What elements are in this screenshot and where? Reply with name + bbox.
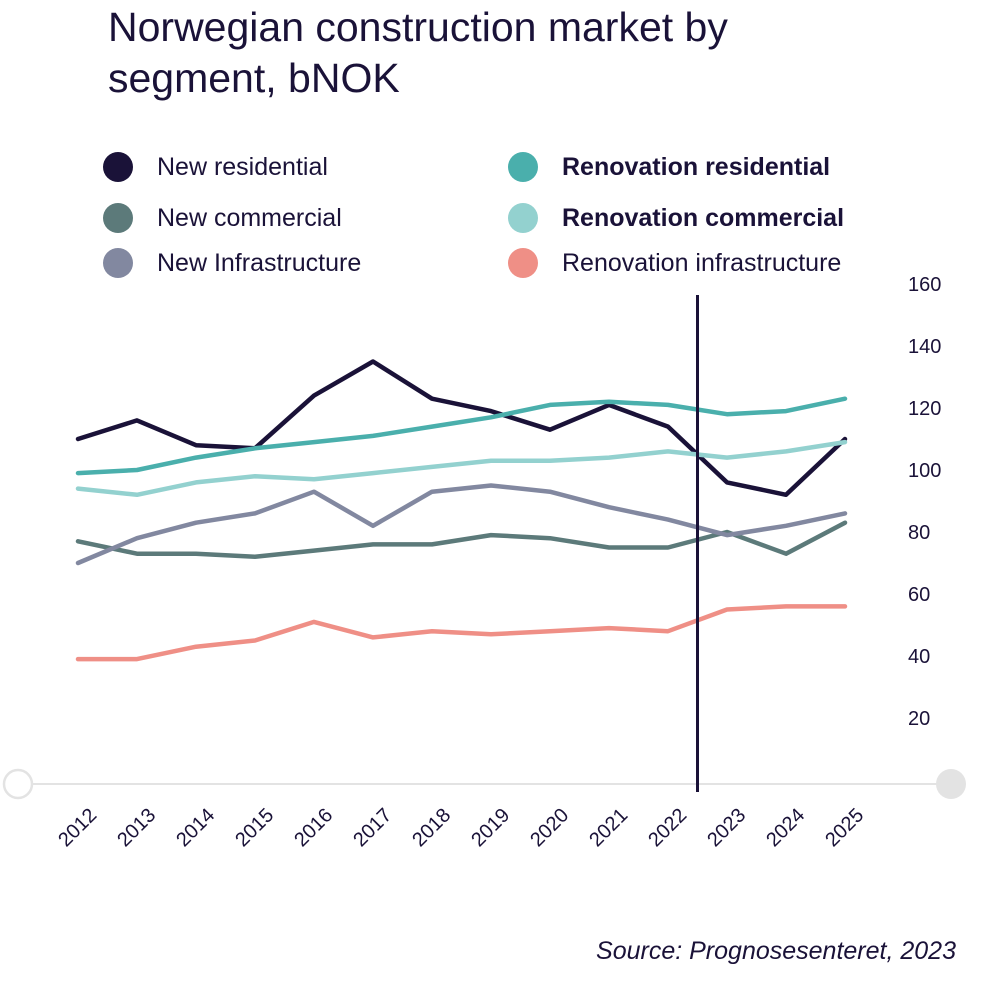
- legend-swatch-renovation-commercial: [508, 203, 538, 233]
- series-line-new-commercial: [75, 520, 848, 560]
- x-tick-label: 2015: [231, 804, 278, 851]
- source-note: Source: Prognosesenteret, 2023: [596, 937, 956, 965]
- series-line-new-residential: [75, 359, 848, 498]
- legend-label-new-infrastructure: New Infrastructure: [157, 248, 362, 277]
- series-line-new-infrastructure: [75, 483, 848, 566]
- legend-item-renovation-residential[interactable]: Renovation residential: [508, 152, 830, 182]
- legend-swatch-new-commercial: [103, 203, 133, 233]
- legend-item-renovation-infrastructure[interactable]: Renovation infrastructure: [508, 248, 841, 278]
- x-tick-label: 2022: [644, 804, 691, 851]
- legend-swatch-renovation-infrastructure: [508, 248, 538, 278]
- y-tick-label: 20: [908, 708, 930, 730]
- legend-item-new-residential[interactable]: New residential: [103, 152, 328, 182]
- series-lines: [75, 359, 848, 662]
- x-axis-ticks: 2012 2013 2014 2015 2016 2017 2018 2019 2020 2021…: [54, 804, 868, 851]
- y-tick-label: 160: [908, 274, 941, 296]
- legend-swatch-new-residential: [103, 152, 133, 182]
- x-tick-label: 2024: [762, 804, 809, 851]
- legend-item-new-infrastructure[interactable]: New Infrastructure: [103, 248, 361, 278]
- series-line-renovation-infrastructure: [75, 604, 848, 662]
- y-tick-label: 40: [908, 646, 930, 668]
- legend-label-new-commercial: New commercial: [157, 203, 342, 232]
- range-start-handle[interactable]: [2, 768, 34, 800]
- y-axis-ticks: 20 40 60 80 100 120 140 160: [908, 274, 941, 730]
- x-tick-label: 2023: [703, 804, 750, 851]
- range-end-handle[interactable]: [936, 769, 966, 799]
- legend-label-renovation-commercial: Renovation commercial: [562, 203, 845, 232]
- series-line-renovation-residential: [75, 396, 848, 476]
- legend-label-new-residential: New residential: [157, 152, 328, 181]
- legend-item-new-commercial[interactable]: New commercial: [103, 203, 342, 233]
- x-tick-label: 2014: [172, 804, 219, 851]
- chart-title: Norwegian construction market by segment…: [108, 4, 728, 101]
- x-tick-label: 2021: [585, 804, 632, 851]
- series-line-renovation-commercial: [75, 439, 848, 498]
- x-axis: [2, 768, 966, 800]
- y-tick-label: 100: [908, 460, 941, 482]
- legend-label-renovation-infrastructure: Renovation infrastructure: [562, 248, 842, 277]
- x-tick-label: 2020: [526, 804, 573, 851]
- y-tick-label: 120: [908, 398, 941, 420]
- legend-swatch-new-infrastructure: [103, 248, 133, 278]
- x-tick-label: 2018: [408, 804, 455, 851]
- x-tick-label: 2025: [821, 804, 868, 851]
- legend-swatch-renovation-residential: [508, 152, 538, 182]
- legend-item-renovation-commercial[interactable]: Renovation commercial: [508, 203, 844, 233]
- x-tick-label: 2017: [349, 804, 396, 851]
- y-tick-label: 80: [908, 522, 930, 544]
- y-tick-label: 60: [908, 584, 930, 606]
- legend-label-renovation-residential: Renovation residential: [562, 152, 831, 181]
- x-tick-label: 2016: [290, 804, 337, 851]
- y-tick-label: 140: [908, 336, 941, 358]
- x-tick-label: 2012: [54, 804, 101, 851]
- x-tick-label: 2013: [113, 804, 160, 851]
- x-tick-label: 2019: [467, 804, 514, 851]
